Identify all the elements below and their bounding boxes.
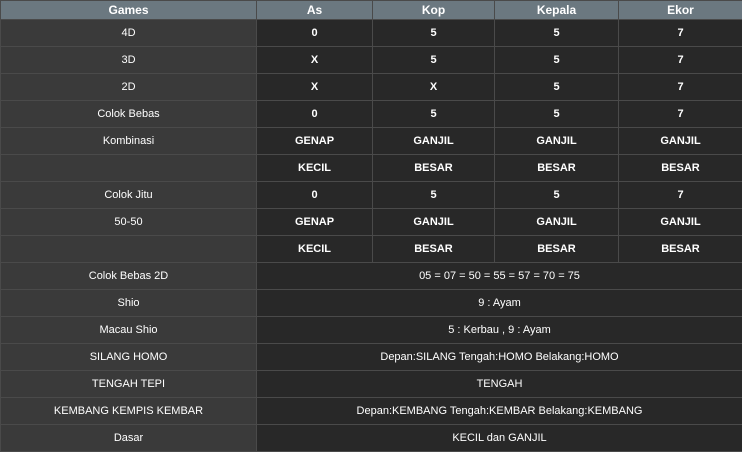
row-label [1, 155, 257, 182]
cell: 5 [373, 20, 495, 47]
header-cell: Kepala [495, 1, 619, 20]
cell: KECIL dan GANJIL [257, 425, 742, 452]
cell: 5 [373, 182, 495, 209]
header-cell: Ekor [619, 1, 742, 20]
cell: BESAR [619, 155, 742, 182]
row-label: Colok Bebas 2D [1, 263, 257, 290]
row-label: KEMBANG KEMPIS KEMBAR [1, 398, 257, 425]
cell: KECIL [257, 155, 373, 182]
header-cell: As [257, 1, 373, 20]
cell: 5 [495, 47, 619, 74]
cell: BESAR [495, 155, 619, 182]
cell: GANJIL [373, 209, 495, 236]
cell: 7 [619, 182, 742, 209]
cell: 5 [495, 20, 619, 47]
cell: X [257, 74, 373, 101]
row-label: Shio [1, 290, 257, 317]
header-cell: Kop [373, 1, 495, 20]
cell: X [373, 74, 495, 101]
row-label: 3D [1, 47, 257, 74]
cell: 9 : Ayam [257, 290, 742, 317]
cell: GANJIL [619, 209, 742, 236]
cell: GENAP [257, 209, 373, 236]
cell: GANJIL [495, 128, 619, 155]
cell: Depan:KEMBANG Tengah:KEMBAR Belakang:KEM… [257, 398, 742, 425]
cell: GANJIL [619, 128, 742, 155]
cell: Depan:SILANG Tengah:HOMO Belakang:HOMO [257, 344, 742, 371]
cell: 5 : Kerbau , 9 : Ayam [257, 317, 742, 344]
cell: 0 [257, 101, 373, 128]
cell: BESAR [619, 236, 742, 263]
cell: GANJIL [373, 128, 495, 155]
row-label: Dasar [1, 425, 257, 452]
cell: 05 = 07 = 50 = 55 = 57 = 70 = 75 [257, 263, 742, 290]
cell: 0 [257, 182, 373, 209]
cell: 5 [373, 101, 495, 128]
row-label: 4D [1, 20, 257, 47]
cell: BESAR [495, 236, 619, 263]
cell: 5 [495, 182, 619, 209]
row-label: Colok Jitu [1, 182, 257, 209]
cell: 5 [373, 47, 495, 74]
row-label: 2D [1, 74, 257, 101]
cell: 7 [619, 20, 742, 47]
row-label: Colok Bebas [1, 101, 257, 128]
row-label: Kombinasi [1, 128, 257, 155]
cell: 7 [619, 47, 742, 74]
cell: 5 [495, 74, 619, 101]
row-label: Macau Shio [1, 317, 257, 344]
cell: 7 [619, 74, 742, 101]
cell: 7 [619, 101, 742, 128]
cell: 0 [257, 20, 373, 47]
cell: BESAR [373, 155, 495, 182]
row-label: SILANG HOMO [1, 344, 257, 371]
row-label [1, 236, 257, 263]
cell: TENGAH [257, 371, 742, 398]
header-cell: Games [1, 1, 257, 20]
cell: KECIL [257, 236, 373, 263]
row-label: 50-50 [1, 209, 257, 236]
row-label: TENGAH TEPI [1, 371, 257, 398]
cell: X [257, 47, 373, 74]
cell: BESAR [373, 236, 495, 263]
cell: GENAP [257, 128, 373, 155]
cell: 5 [495, 101, 619, 128]
cell: GANJIL [495, 209, 619, 236]
